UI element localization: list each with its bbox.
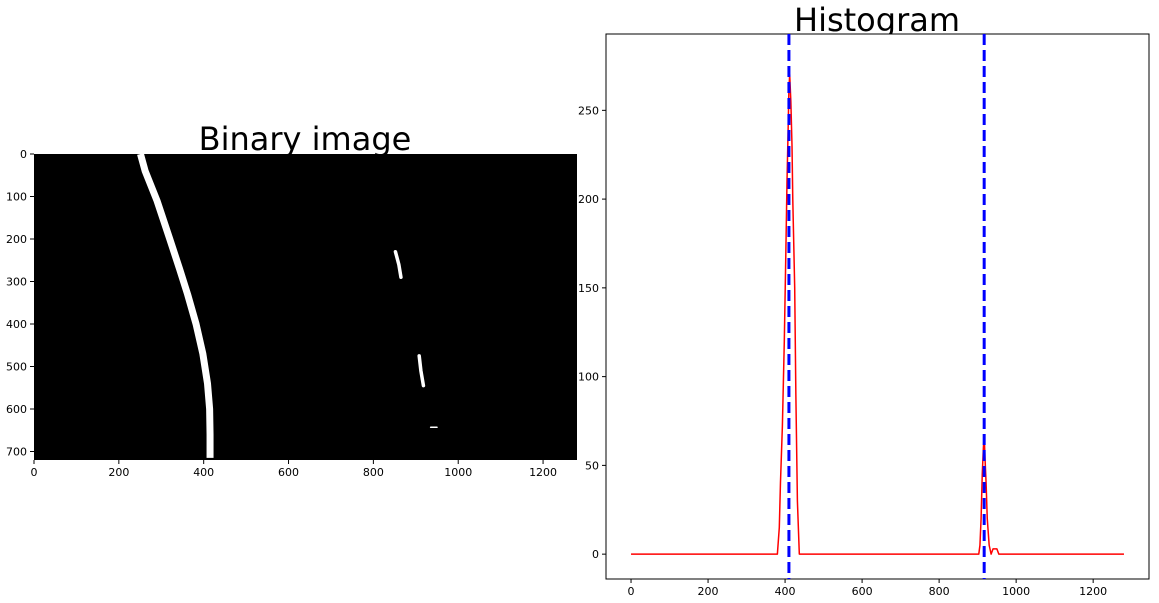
y-tick-label: 400 [6, 318, 27, 331]
binary-image-marks [137, 153, 438, 458]
y-tick-label: 100 [578, 371, 599, 384]
histogram-title: Histogram [794, 1, 960, 39]
y-tick-label: 300 [6, 276, 27, 289]
histogram-peak-lines [787, 34, 986, 579]
x-tick-label: 600 [852, 585, 873, 598]
right-lane-fragment [393, 250, 403, 279]
x-tick-label: 800 [363, 466, 384, 479]
x-tick-label: 1200 [529, 466, 557, 479]
y-tick-label: 700 [6, 446, 27, 459]
x-tick-label: 400 [193, 466, 214, 479]
y-tick-label: 500 [6, 361, 27, 374]
binary-image-x-ticks: 0 200 400 600 800 1000 1200 [31, 460, 557, 479]
histogram-series [631, 74, 1124, 555]
left-lane-line [137, 153, 214, 458]
y-tick-label: 0 [20, 148, 27, 161]
y-tick-label: 250 [578, 104, 599, 117]
histogram-panel: Histogram 0 200 400 600 800 1000 1200 0 50 100 15… [578, 1, 1150, 598]
x-tick-label: 1000 [1002, 585, 1030, 598]
histogram-x-ticks: 0 200 400 600 800 1000 1200 [628, 579, 1107, 598]
y-tick-label: 100 [6, 191, 27, 204]
binary-image-y-ticks: 0 100 200 300 400 500 600 700 [6, 148, 34, 459]
y-tick-label: 200 [6, 233, 27, 246]
histogram-plot-area [605, 33, 1150, 580]
y-tick-label: 150 [578, 282, 599, 295]
y-tick-label: 50 [585, 459, 599, 472]
x-tick-label: 1200 [1079, 585, 1107, 598]
y-tick-label: 0 [592, 548, 599, 561]
binary-image-area [34, 154, 577, 460]
histogram-line [631, 74, 1124, 555]
right-lane-fragment [417, 354, 426, 388]
histogram-y-ticks: 0 50 100 150 200 250 [578, 104, 606, 561]
binary-image-title: Binary image [199, 120, 412, 158]
x-tick-label: 200 [108, 466, 129, 479]
x-tick-label: 200 [698, 585, 719, 598]
x-tick-label: 400 [775, 585, 796, 598]
x-tick-label: 0 [31, 466, 38, 479]
x-tick-label: 600 [278, 466, 299, 479]
binary-image-panel: Binary image 0 200 400 600 800 1000 1200 0 100 2… [6, 120, 577, 479]
x-tick-label: 1000 [444, 466, 472, 479]
y-tick-label: 600 [6, 403, 27, 416]
x-tick-label: 0 [628, 585, 635, 598]
y-tick-label: 200 [578, 193, 599, 206]
x-tick-label: 800 [929, 585, 950, 598]
